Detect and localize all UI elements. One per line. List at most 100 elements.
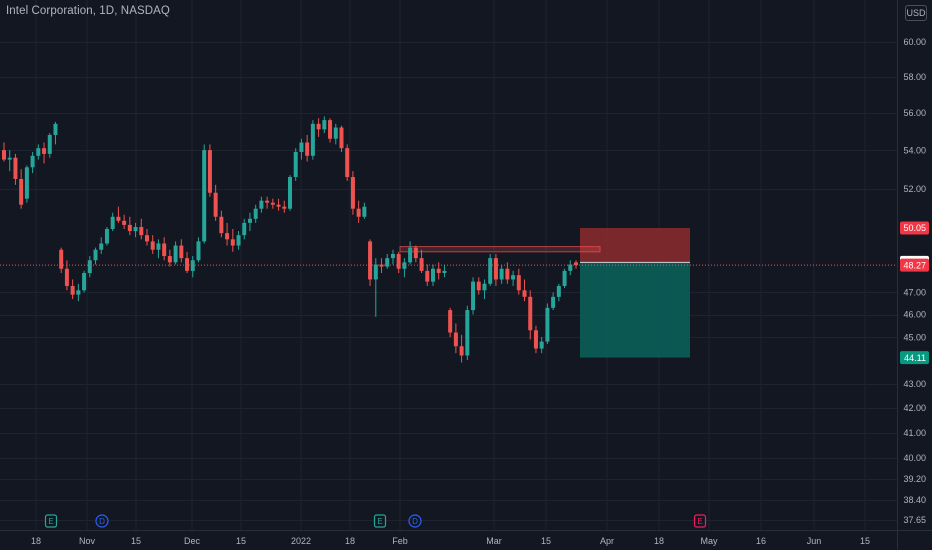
candle <box>213 184 218 221</box>
candle <box>493 253 498 286</box>
candle-body <box>207 150 212 193</box>
candle-body <box>139 226 144 236</box>
candle <box>82 270 87 293</box>
time-tick-label: Apr <box>600 536 614 546</box>
candle <box>276 198 281 211</box>
candle <box>328 118 333 143</box>
candle <box>70 279 75 300</box>
candle-body <box>59 249 64 269</box>
candle-body <box>350 177 355 209</box>
candle <box>207 144 212 197</box>
candle-body <box>282 206 287 209</box>
candle-body <box>533 330 538 349</box>
time-tick-label: 18 <box>345 536 355 546</box>
time-tick-label: Feb <box>392 536 408 546</box>
candle-body <box>442 270 447 274</box>
price-tag-background <box>900 351 929 365</box>
candle-body <box>556 285 561 297</box>
candle-body <box>310 123 315 156</box>
candle-body <box>196 241 201 261</box>
candle-body <box>316 123 321 130</box>
candle-body <box>368 241 373 280</box>
candle <box>76 283 81 302</box>
candle <box>127 216 132 236</box>
price-tick-label: 45.00 <box>903 332 926 342</box>
candle <box>139 218 144 240</box>
candle-body <box>385 258 390 267</box>
candle <box>93 247 98 265</box>
candle <box>448 307 453 338</box>
candle <box>53 121 58 145</box>
candle-body <box>425 270 430 282</box>
time-tick-label: 16 <box>756 536 766 546</box>
candlestick-series <box>2 116 578 363</box>
candle <box>19 169 24 209</box>
price-tick-label: 39.20 <box>903 474 926 484</box>
candle-body <box>356 208 361 217</box>
candle-body <box>511 275 516 280</box>
candle <box>150 235 155 254</box>
candle <box>116 206 121 223</box>
candle <box>574 260 578 269</box>
candle <box>253 204 258 223</box>
candle <box>316 118 321 137</box>
price-tick-label: 37.65 <box>903 515 926 525</box>
earnings-marker: E <box>693 514 707 528</box>
candle <box>24 165 29 203</box>
candle <box>179 239 184 263</box>
candle <box>265 196 270 209</box>
candle-body <box>396 253 401 269</box>
candle <box>545 303 550 344</box>
candle <box>36 144 41 160</box>
candle <box>42 142 47 164</box>
symbol-title[interactable]: Intel Corporation, 1D, NASDAQ <box>6 5 170 17</box>
risk-reward-tool[interactable] <box>399 227 690 358</box>
candle-body <box>482 283 487 291</box>
resistance-zone <box>399 246 601 253</box>
candle <box>47 133 52 158</box>
candle <box>465 305 470 361</box>
price-tag-label: 50.05 <box>903 223 926 233</box>
candle-body <box>13 157 18 179</box>
candle <box>390 249 395 265</box>
candle-body <box>305 142 310 156</box>
candle <box>196 237 201 263</box>
candle-body <box>333 127 338 139</box>
candle-body <box>362 206 367 217</box>
candle <box>202 144 207 244</box>
candle-body <box>70 285 75 295</box>
candle <box>471 277 476 315</box>
candle <box>145 229 149 246</box>
candle-body <box>476 281 481 291</box>
price-tick-label: 41.00 <box>903 428 926 438</box>
earnings-marker: E <box>373 514 387 528</box>
currency-button[interactable]: USD <box>905 5 927 21</box>
candle <box>242 218 247 240</box>
time-axis[interactable]: 18 Nov 15 Dec 15 2022 18 Feb Mar 15 Apr 18 May 16 Jun 1… <box>31 536 870 546</box>
price-tag-background <box>900 258 929 272</box>
earnings-icon <box>373 514 387 528</box>
candle-body <box>76 290 81 295</box>
price-tag-background <box>900 221 929 235</box>
candle-body <box>568 264 573 271</box>
candle-body <box>448 310 453 333</box>
candle-body <box>110 216 115 230</box>
candle <box>185 251 190 274</box>
candle-body <box>2 150 6 160</box>
candle <box>230 229 235 252</box>
candle <box>7 150 12 172</box>
candle-body <box>270 202 275 205</box>
earnings-icon <box>44 514 58 528</box>
candle <box>499 264 504 284</box>
candle <box>488 253 493 286</box>
candle <box>482 279 487 300</box>
price-axis[interactable]: 60.0058.0056.0054.0052.0050.0548.4048.27… <box>900 37 929 525</box>
candle <box>339 125 344 152</box>
candle-body <box>19 178 24 205</box>
dividend-marker: D <box>408 514 422 528</box>
price-tick-label: 54.00 <box>903 145 926 155</box>
candle-body <box>562 270 567 286</box>
